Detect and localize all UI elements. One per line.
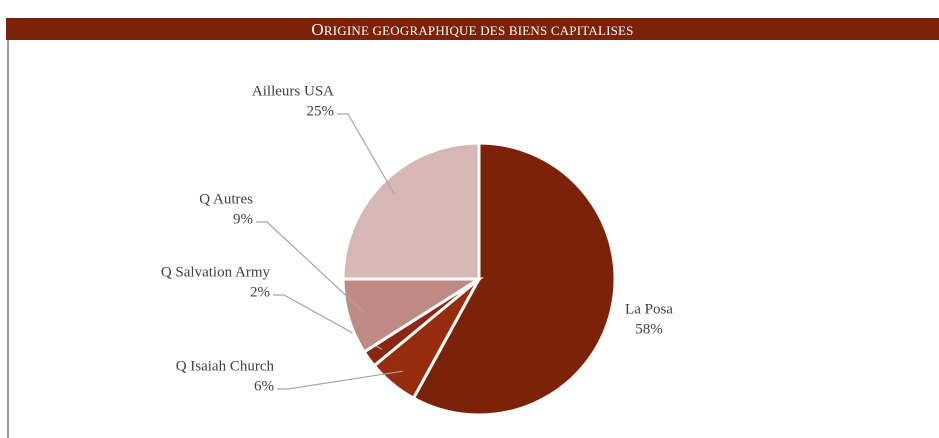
slice-value-label: 25% (307, 103, 335, 119)
slice-value-label: 2% (250, 284, 270, 300)
slice-value-label: 58% (635, 321, 663, 337)
slice-label: Q Salvation Army (161, 264, 271, 280)
slice-value-label: 9% (233, 211, 253, 227)
chart-title: ORIGINE GEOGRAPHIQUE DES BIENS CAPITALIS… (6, 18, 939, 40)
slice-label: Q Isaiah Church (176, 358, 275, 374)
slice-value-label: 6% (254, 378, 274, 394)
pie-slice (411, 141, 617, 417)
slice-label: La Posa (625, 301, 673, 317)
pie-slice (341, 141, 481, 281)
slice-label: Ailleurs USA (252, 83, 334, 99)
slice-label: Q Autres (199, 191, 253, 207)
leader-line (273, 294, 383, 350)
leader-line (256, 221, 365, 313)
leader-line (277, 370, 403, 390)
leader-line (337, 113, 395, 195)
